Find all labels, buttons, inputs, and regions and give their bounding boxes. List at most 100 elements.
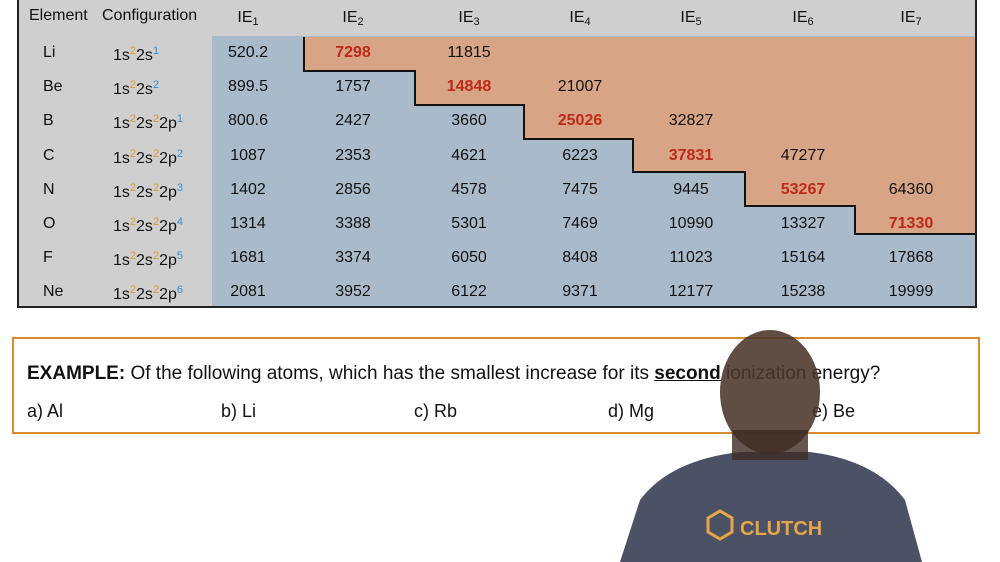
orbital-label: 2s	[136, 115, 153, 133]
electron-configuration: 1s22s22p1	[113, 109, 183, 134]
orbital-electron-count: 2	[152, 113, 160, 126]
header-ie-sub: 6	[807, 16, 814, 28]
header-ie-sub: 2	[357, 16, 364, 28]
option-e[interactable]: e) Be	[812, 401, 856, 421]
orbital-electron-count: 2	[129, 181, 137, 194]
ionization-value: 2353	[335, 146, 371, 164]
example-label: EXAMPLE:	[27, 363, 126, 384]
ionization-value: 7469	[562, 215, 598, 232]
ionization-value: 1757	[335, 78, 371, 96]
ionization-value: 32827	[668, 112, 714, 130]
header-ie-sub: 4	[584, 16, 591, 28]
electron-configuration: 1s22s22p5	[113, 246, 183, 271]
orbital-label: 1s	[113, 218, 130, 235]
option-a[interactable]: a) Al	[27, 401, 64, 421]
orbital-label: 2p	[159, 149, 177, 167]
header-ie-base: IE	[680, 9, 696, 26]
ionization-value: 800.6	[227, 112, 269, 130]
orbital-label: 1s	[113, 47, 130, 64]
ionization-value: 520.2	[227, 44, 269, 61]
orbital-electron-count: 3	[176, 181, 183, 194]
valence-staircase-region	[303, 37, 975, 235]
orbital-label: 1s	[113, 286, 130, 304]
ionization-energy-table: Element Configuration IE1 IE2 IE3 IE4 IE5 IE6 IE…	[17, 0, 977, 308]
large-jump-value: 14848	[446, 78, 492, 96]
ionization-value: 8408	[562, 249, 598, 267]
header-ie-base: IE	[458, 9, 474, 26]
shirt-logo-text: CLUTCH	[740, 518, 822, 540]
large-jump-value: 7298	[335, 44, 371, 61]
element-symbol: F	[43, 249, 53, 267]
orbital-label: 1s	[113, 252, 130, 270]
ionization-value: 5301	[451, 215, 487, 232]
electron-configuration: 1s22s22p6	[113, 280, 183, 305]
orbital-electron-count: 2	[152, 284, 160, 297]
header-ie-sub: 7	[915, 16, 922, 28]
ionization-value: 21007	[557, 78, 603, 96]
element-symbol: B	[43, 112, 54, 130]
element-symbol: O	[43, 215, 56, 232]
header-configuration: Configuration	[102, 7, 198, 24]
orbital-label: 2s	[136, 252, 153, 270]
ionization-value: 3388	[335, 215, 371, 232]
orbital-electron-count: 1	[176, 113, 183, 126]
orbital-electron-count: 2	[129, 79, 137, 92]
header-ie-base: IE	[342, 9, 358, 26]
ionization-value: 15164	[780, 249, 826, 267]
header-ie-sub: 3	[473, 16, 480, 28]
orbital-electron-count: 2	[152, 250, 160, 263]
orbital-electron-count: 2	[129, 45, 137, 57]
electron-configuration: 1s22s1	[113, 41, 159, 66]
orbital-electron-count: 2	[152, 216, 160, 228]
ionization-value: 15238	[780, 283, 826, 301]
ionization-value: 4578	[451, 180, 487, 198]
header-ie-base: IE	[237, 9, 253, 26]
ionization-value: 6223	[562, 146, 598, 164]
orbital-electron-count: 2	[129, 147, 137, 160]
large-jump-value: 53267	[780, 180, 826, 198]
header-ie-base: IE	[569, 9, 585, 26]
ionization-value: 11023	[669, 249, 713, 267]
element-symbol: Ne	[43, 283, 64, 301]
ionization-value: 11815	[447, 44, 491, 61]
header-ie-7: IE7	[900, 8, 921, 32]
orbital-label: 1s	[113, 149, 130, 167]
ionization-value: 6050	[451, 249, 487, 267]
orbital-electron-count: 2	[152, 79, 160, 92]
table-header-row	[19, 0, 975, 36]
header-ie-6: IE6	[792, 8, 813, 32]
header-element: Element	[29, 7, 88, 24]
ionization-value: 1314	[230, 215, 266, 232]
orbital-label: 2s	[136, 218, 153, 235]
ionization-value: 2856	[335, 180, 371, 198]
element-symbol: C	[43, 146, 55, 164]
option-c[interactable]: c) Rb	[414, 401, 458, 421]
example-question-box: EXAMPLE: Of the following atoms, which h…	[12, 337, 980, 434]
staircase-boundary-line	[303, 37, 975, 235]
ionization-value: 4621	[451, 146, 487, 164]
ionization-value: 899.5	[227, 78, 269, 96]
orbital-label: 2p	[159, 286, 177, 304]
ionization-value: 6122	[451, 283, 487, 301]
option-b[interactable]: b) Li	[221, 401, 257, 421]
orbital-label: 2s	[136, 149, 153, 167]
electron-configuration: 1s22s22p2	[113, 144, 183, 169]
element-symbol: N	[43, 180, 55, 198]
electron-configuration: 1s22s2	[113, 75, 159, 100]
option-d[interactable]: d) Mg	[608, 401, 655, 421]
large-jump-value: 37831	[668, 146, 714, 164]
orbital-electron-count: 2	[129, 284, 137, 297]
orbital-label: 2s	[136, 286, 153, 304]
header-ie-sub: 5	[695, 16, 702, 28]
ionization-value: 3952	[335, 283, 371, 301]
ionization-value: 1087	[230, 146, 266, 164]
orbital-electron-count: 2	[129, 216, 137, 228]
element-symbol: Be	[43, 78, 63, 96]
orbital-electron-count: 2	[129, 250, 137, 263]
clutch-logo-icon	[706, 509, 734, 541]
orbital-electron-count: 2	[176, 147, 183, 160]
ionization-value: 1681	[230, 249, 266, 267]
orbital-electron-count: 2	[152, 147, 160, 160]
electron-configuration: 1s22s22p3	[113, 178, 183, 203]
orbital-electron-count: 2	[129, 113, 137, 126]
